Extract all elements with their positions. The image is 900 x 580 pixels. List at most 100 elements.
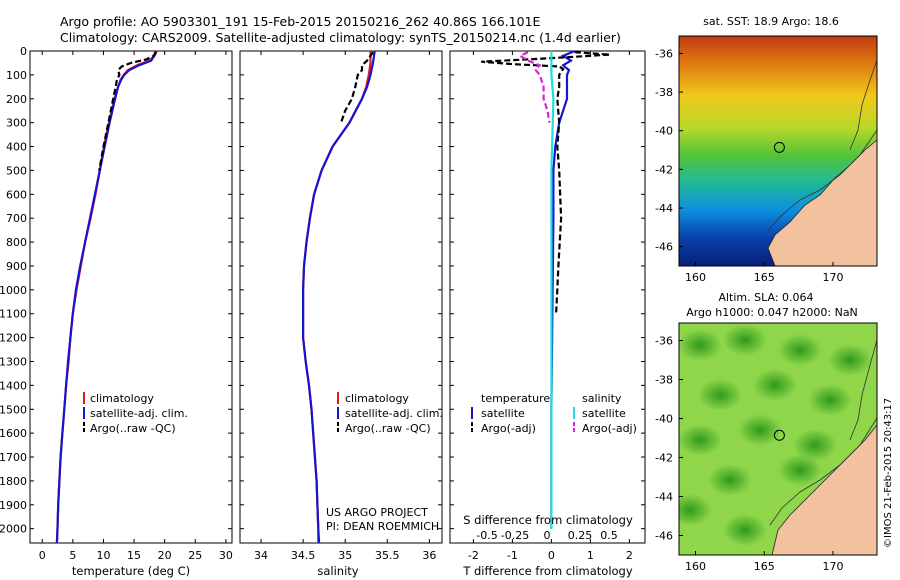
salinity-axes xyxy=(239,50,443,544)
legend-climatology: climatology xyxy=(345,392,409,405)
s-tick-label: -0.5 xyxy=(476,529,497,542)
temperature-axes xyxy=(29,50,233,544)
imos-stamp: ©IMOS 21-Feb-2015 20:43:17 xyxy=(883,398,894,548)
lat-tick-label: -40 xyxy=(655,413,673,426)
sla-anomaly-blob xyxy=(738,414,782,446)
float-position-marker xyxy=(773,429,785,441)
pressure-tick-label: 1200 xyxy=(0,332,27,345)
x-tick-label: 35.5 xyxy=(375,549,400,562)
legend-temperature-heading: temperature xyxy=(481,392,550,405)
s-difference-xlabel: S difference from climatology xyxy=(463,513,633,527)
x-tick-label: 10 xyxy=(96,549,110,562)
lon-tick-label: 165 xyxy=(754,560,775,573)
s-tick-label: 0.25 xyxy=(568,529,593,542)
pressure-tick-label: 1600 xyxy=(0,427,27,440)
t-difference-xlabel: T difference from climatology xyxy=(462,564,633,578)
lat-tick-label: -36 xyxy=(655,335,673,348)
s-tick-label: 0 xyxy=(544,529,551,542)
sla-anomaly-blob xyxy=(753,369,797,401)
temperature-xlabel: temperature (deg C) xyxy=(72,564,190,578)
bathymetry-contour xyxy=(849,59,877,151)
sla-anomaly-blob xyxy=(723,324,767,356)
x-tick-label: 30 xyxy=(219,549,233,562)
sla-anomaly-blob xyxy=(679,329,722,361)
x-tick-label: 15 xyxy=(127,549,141,562)
bathymetry-contour xyxy=(769,417,877,526)
legend-climatology: climatology xyxy=(90,392,154,405)
sst-map: sat. SST: 18.9 Argo: 18.6 xyxy=(655,15,878,284)
legend-t-argo: Argo(-adj) xyxy=(481,422,536,435)
sla-anomaly-blob xyxy=(723,514,767,546)
sla-anomaly-blob xyxy=(828,344,872,376)
series-line xyxy=(339,51,374,124)
sla-anomaly-blob xyxy=(808,384,852,416)
pressure-tick-label: 1300 xyxy=(0,355,27,368)
sst-map-frame xyxy=(678,35,878,267)
x-tick-label: 36 xyxy=(422,549,436,562)
legend-s-argo: Argo(-adj) xyxy=(582,422,637,435)
x-tick-label: 35 xyxy=(338,549,352,562)
lat-tick-label: -46 xyxy=(655,241,673,254)
lat-tick-label: -42 xyxy=(655,163,673,176)
pressure-tick-label: 1800 xyxy=(0,475,27,488)
legend-argo: Argo(..raw -QC) xyxy=(345,422,431,435)
pressure-tick-label: 1900 xyxy=(0,499,27,512)
lat-tick-label: -40 xyxy=(655,125,673,138)
pressure-tick-label: 1400 xyxy=(0,379,27,392)
legend-t-satellite: satellite xyxy=(481,407,525,420)
s-tick-label: 0.5 xyxy=(600,529,618,542)
lon-tick-label: 165 xyxy=(754,271,775,284)
lat-tick-label: -44 xyxy=(655,202,673,215)
lon-tick-label: 160 xyxy=(685,560,706,573)
credit-line-2: PI: DEAN ROEMMICH xyxy=(326,520,439,533)
x-tick-label: 34 xyxy=(254,549,268,562)
x-tick-label: -2 xyxy=(468,549,479,562)
pressure-tick-label: 0 xyxy=(20,45,27,58)
lat-tick-label: -36 xyxy=(655,47,673,60)
sla-map-title-1: Altim. SLA: 0.064 xyxy=(718,291,813,304)
legend-satellite: satellite-adj. clim. xyxy=(90,407,188,420)
legend-s-satellite: satellite xyxy=(582,407,626,420)
difference-panel: -2 -1 0 1 2 T difference from climatology S … xyxy=(449,49,646,578)
salinity-xlabel: salinity xyxy=(317,564,358,578)
pressure-tick-label: 700 xyxy=(6,212,27,225)
pressure-tick-label: 1500 xyxy=(0,403,27,416)
series-line xyxy=(98,51,158,171)
salinity-legend: climatology satellite-adj. clim. Argo(..… xyxy=(337,392,443,435)
series-line xyxy=(481,51,610,314)
x-tick-label: 0 xyxy=(39,549,46,562)
title-line-2: Climatology: CARS2009. Satellite-adjuste… xyxy=(60,30,621,45)
temperature-legend: climatology satellite-adj. clim. Argo(..… xyxy=(83,392,188,435)
legend-satellite: satellite-adj. clim. xyxy=(345,407,443,420)
sla-anomaly-blob xyxy=(778,454,822,486)
sla-anomaly-blob xyxy=(698,379,742,411)
legend-argo: Argo(..raw -QC) xyxy=(90,422,176,435)
pressure-tick-label: 1700 xyxy=(0,451,27,464)
pressure-tick-label: 600 xyxy=(6,188,27,201)
lon-tick-label: 170 xyxy=(823,560,844,573)
sla-map-title-2: Argo h1000: 0.047 h2000: NaN xyxy=(686,306,858,319)
lat-tick-label: -38 xyxy=(655,374,673,387)
salinity-panel: 34 34.5 35 35.5 36 salinity climatology sate… xyxy=(239,50,443,578)
series-line xyxy=(550,49,576,529)
lon-tick-label: 170 xyxy=(823,271,844,284)
x-tick-label: -1 xyxy=(507,549,518,562)
series-line xyxy=(55,50,157,544)
title-line-1: Argo profile: AO 5903301_191 15-Feb-2015… xyxy=(60,14,541,29)
x-tick-label: 2 xyxy=(626,549,633,562)
pressure-tick-label: 1100 xyxy=(0,308,27,321)
legend-salinity-heading: salinity xyxy=(582,392,622,405)
lon-tick-label: 160 xyxy=(685,271,706,284)
lat-tick-label: -38 xyxy=(655,86,673,99)
sst-map-title: sat. SST: 18.9 Argo: 18.6 xyxy=(703,15,839,28)
sla-anomaly-blob xyxy=(778,334,822,366)
pressure-tick-label: 200 xyxy=(6,93,27,106)
sla-map: Altim. SLA: 0.064 Argo h1000: 0.047 h200… xyxy=(655,291,878,573)
s-tick-label: -0.25 xyxy=(501,529,529,542)
difference-axes xyxy=(449,50,646,544)
pressure-tick-label: 2000 xyxy=(0,523,27,536)
pressure-tick-label: 100 xyxy=(6,69,27,82)
x-tick-label: 1 xyxy=(587,549,594,562)
sla-map-frame xyxy=(678,322,878,556)
